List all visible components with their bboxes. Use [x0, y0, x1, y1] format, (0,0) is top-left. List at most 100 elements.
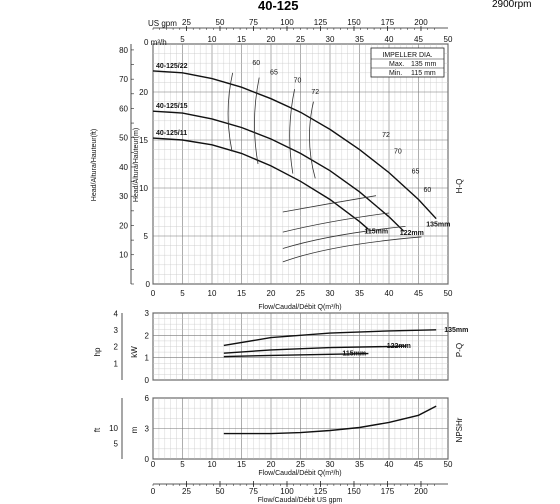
m3h-top-tick-label: 20: [267, 35, 276, 44]
efficiency-label: 72: [311, 89, 319, 96]
m3h-top-tick-label: 30: [326, 35, 335, 44]
eff-line-right-1: [282, 212, 390, 233]
head-ft-tick-label: 30: [119, 192, 128, 201]
efficiency-label: 65: [412, 169, 420, 176]
flow-tick-label: 30: [326, 289, 335, 298]
hp-tick-label: 4: [114, 309, 119, 318]
npsh-ft-tick-label: 5: [114, 440, 119, 449]
npsh-flow-tick-label: 25: [296, 460, 305, 469]
efficiency-label: 70: [394, 148, 402, 155]
impeller-max-value: 135 mm: [411, 61, 436, 68]
npsh-flow-tick-label: 30: [326, 460, 335, 469]
pq-curve-1: [223, 345, 407, 354]
flow-tick-label: 45: [414, 289, 423, 298]
npsh-curve-0: [223, 405, 437, 435]
flow-tick-label: 0: [151, 289, 156, 298]
head-m-tick-label: 20: [139, 88, 148, 97]
eff-line-left-3: [309, 101, 316, 179]
npsh-flow-tick-label: 20: [267, 460, 276, 469]
npsh-m-zero: 0: [145, 455, 150, 464]
pq-curve-label: 135mm: [444, 327, 468, 334]
eff-line-left-2: [289, 89, 295, 174]
bottom-usgpm-tick-label: 125: [314, 487, 328, 496]
usgpm-tick-label: 75: [249, 18, 258, 27]
hp-tick-label: 1: [114, 359, 119, 368]
hq-curve-name: 40-125/22: [156, 63, 188, 70]
m3h-top-tick-label: 50: [444, 35, 453, 44]
efficiency-label: 72: [382, 132, 390, 139]
hq-curve-2: [152, 137, 369, 230]
head-ft-axis-label: Head/Altura/Hauteur(ft): [91, 129, 98, 201]
kw-axis-label: kW: [130, 346, 139, 358]
bottom-usgpm-tick-label: 175: [381, 487, 395, 496]
flow-tick-label: 5: [180, 289, 185, 298]
bottom-usgpm-tick-label: 25: [182, 487, 191, 496]
curves-layer: [152, 70, 437, 435]
usgpm-tick-label: 25: [182, 18, 191, 27]
model-title: 40-125: [258, 0, 299, 13]
m3h-top-tick-label: 10: [208, 35, 217, 44]
m3h-top-tick-label: 5: [180, 35, 185, 44]
impeller-box: [370, 47, 445, 78]
kw-tick-label: 1: [145, 354, 150, 363]
head-ft-tick-label: 70: [119, 75, 128, 84]
npsh-flow-tick-label: 5: [180, 460, 185, 469]
eff-line-left-1: [254, 77, 260, 165]
head-ft-tick-label: 80: [119, 46, 128, 55]
npsh-flow-tick-label: 50: [444, 460, 453, 469]
npsh-ft-tick-label: 10: [109, 424, 118, 433]
head-m-tick-label: 15: [139, 136, 148, 145]
npsh-flow-tick-label: 10: [208, 460, 217, 469]
speed-label: 2900rpm: [492, 0, 532, 10]
eff-line-right-2: [282, 226, 406, 249]
kw-tick-label: 2: [145, 331, 150, 340]
grid-lines: [152, 43, 449, 460]
bottom-usgpm-tick-label: 100: [280, 487, 294, 496]
efficiency-label: 60: [423, 187, 431, 194]
npsh-flow-tick-label: 35: [355, 460, 364, 469]
hq-curve-name: 40-125/15: [156, 103, 188, 110]
flow-tick-label: 35: [355, 289, 364, 298]
flow-tick-label: 15: [237, 289, 246, 298]
head-ft-tick-label: 50: [119, 134, 128, 143]
npsh-side-label: NPSHr: [455, 417, 464, 442]
kw-zero: 0: [145, 376, 150, 385]
head-ft-tick-label: 60: [119, 104, 128, 113]
impeller-min-label: Min.: [389, 70, 402, 77]
npsh-ft-axis-label: ft: [93, 427, 102, 432]
hq-curve-1: [152, 110, 405, 232]
bottom-usgpm-tick-label: 150: [347, 487, 361, 496]
flow-axis-label: Flow/Caudal/Débit Q(m³/h): [258, 304, 341, 311]
hp-tick-label: 3: [114, 326, 119, 335]
hq-curve-name: 40-125/11: [156, 130, 187, 137]
pq-curve-2: [223, 352, 369, 358]
eff-line-right-3: [282, 236, 422, 263]
npsh-flow-tick-label: 0: [151, 460, 156, 469]
usgpm-tick-label: 200: [414, 18, 428, 27]
flow-tick-label: 50: [444, 289, 453, 298]
flow-tick-label: 10: [208, 289, 217, 298]
bottom-usgpm-tick-label: 75: [249, 487, 258, 496]
hq-curve-end-label: 122mm: [400, 230, 424, 237]
impeller-box-title: IMPELLER DIA.: [382, 52, 432, 59]
usgpm-axis-label: US gpm: [148, 19, 177, 28]
impeller-max-label: Max.: [389, 61, 404, 68]
hq-curve-end-label: 135mm: [426, 222, 450, 229]
head-ft-tick-label: 10: [119, 251, 128, 260]
head-m-axis-label: Head/Altura/Hauteur(m): [133, 128, 140, 202]
usgpm-tick-label: 125: [314, 18, 328, 27]
m3h-top-tick-label: 25: [296, 35, 305, 44]
npsh-flow-tick-label: 40: [385, 460, 394, 469]
npsh-flow-axis-label: Flow/Caudal/Débit Q(m³/h): [258, 470, 341, 477]
hq-curve-0: [152, 70, 437, 220]
pq-curve-label: 122mm: [387, 343, 411, 350]
hq-side-label: H-Q: [455, 179, 464, 194]
npsh-m-tick-label: 6: [145, 394, 150, 403]
m3h-top-tick-label: 35: [355, 35, 364, 44]
npsh-flow-tick-label: 15: [237, 460, 246, 469]
eff-line-left-0: [227, 72, 234, 152]
bottom-usgpm-tick-label: 200: [414, 487, 428, 496]
usgpm-tick-label: 175: [381, 18, 395, 27]
